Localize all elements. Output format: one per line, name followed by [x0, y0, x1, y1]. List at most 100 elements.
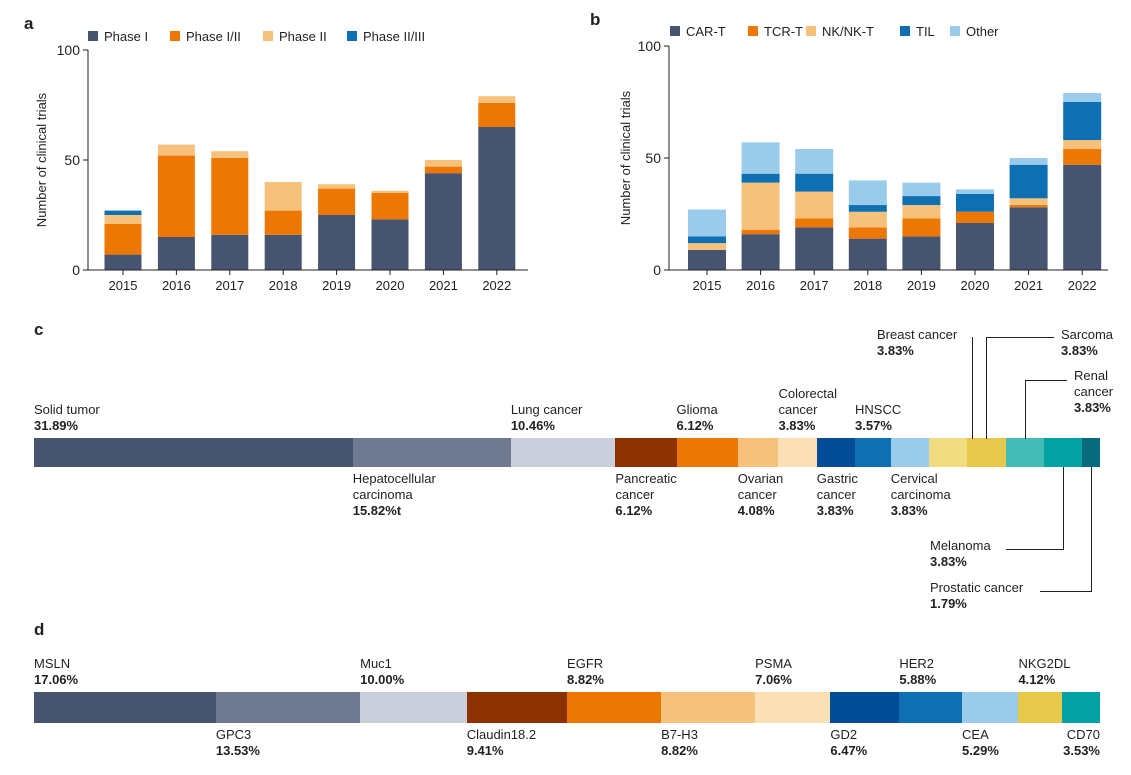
- segment-label: Pancreatic cancer 6.12%: [615, 471, 695, 519]
- segment-name: Lung cancer: [510, 402, 583, 417]
- segment-percent: 3.83%: [778, 418, 816, 433]
- segment-b7-h3: [661, 692, 756, 723]
- leader-line: [1040, 467, 1093, 592]
- segment-label: Claudin18.2 9.41%: [467, 727, 536, 759]
- segment-renal-cancer: [1005, 438, 1045, 467]
- bar-b-other-2015: [688, 209, 726, 237]
- segment-name: B7-H3: [661, 727, 698, 742]
- segment-name: HER2: [899, 656, 935, 671]
- bar-b-til-2022: [1063, 102, 1102, 141]
- x-tick-label: 2022: [482, 278, 511, 293]
- segment-name: Renal cancer: [1074, 368, 1114, 399]
- panel-label-a: a: [24, 14, 34, 33]
- y-axis-label: Number of clinical trials: [618, 90, 633, 225]
- segment-percent: 9.41%: [466, 743, 504, 758]
- segment-sarcoma: [967, 438, 1007, 467]
- x-tick-label: 2018: [269, 278, 298, 293]
- leader-line: [1024, 380, 1067, 439]
- segment-label: Melanoma 3.83%: [930, 538, 991, 570]
- segment-label: MSLN 17.06%: [34, 656, 78, 688]
- bar-a-phase-i-ii-2020: [371, 193, 409, 220]
- bar-a-phase-i-2016: [157, 237, 195, 270]
- y-tick-label: 0: [72, 262, 80, 278]
- segment-name: Colorectal cancer: [778, 386, 837, 417]
- segment-name: Pancreatic cancer: [615, 471, 677, 502]
- bar-b-nk-nk-t-2016: [741, 182, 780, 230]
- bar-b-til-2021: [1009, 164, 1048, 199]
- segment-label: Glioma 6.12%: [677, 402, 718, 434]
- bar-b-tcr-t-2020: [956, 211, 994, 223]
- segment-label: Sarcoma 3.83%: [1061, 327, 1113, 359]
- bar-a-phase-i-ii-2018: [264, 210, 302, 235]
- segment-name: NKG2DL: [1018, 656, 1071, 671]
- leader-line: [1006, 467, 1064, 550]
- segment-name: Solid tumor: [34, 402, 100, 417]
- segment-cervical-carcinoma: [890, 438, 930, 467]
- x-tick-label: 2021: [1014, 278, 1043, 293]
- panel-label-d: d: [34, 620, 45, 639]
- legend-swatch-phase-i-ii: [170, 31, 180, 41]
- segment-name: Melanoma: [930, 538, 991, 553]
- segment-percent: 5.88%: [899, 672, 937, 687]
- segment-melanoma: [1043, 438, 1083, 467]
- segment-name: Hepatocellular carcinoma: [352, 471, 436, 502]
- segment-percent: 6.12%: [676, 418, 714, 433]
- bar-b-nk-nk-t-2019: [902, 205, 941, 219]
- segment-prostatic-cancer: [1082, 438, 1101, 467]
- segment-label: HER2 5.88%: [899, 656, 936, 688]
- segment-gd2: [830, 692, 900, 723]
- x-tick-label: 2017: [800, 278, 829, 293]
- bar-b-tcr-t-2019: [902, 218, 941, 237]
- segment-label: CD70 3.53%: [1040, 727, 1100, 759]
- segment-muc1: [360, 692, 468, 723]
- segment-name: Ovarian cancer: [737, 471, 784, 502]
- segment-label: B7-H3 8.82%: [661, 727, 698, 759]
- segment-breast-cancer: [928, 438, 968, 467]
- segment-colorectal-cancer: [778, 438, 818, 467]
- segment-nkg2dl: [1018, 692, 1063, 723]
- segment-label: Gastric cancer 3.83%: [817, 471, 877, 519]
- segment-percent: 3.83%: [890, 503, 928, 518]
- segment-label: Cervical carcinoma 3.83%: [891, 471, 981, 519]
- segment-percent: 3.53%: [1063, 743, 1100, 758]
- segment-pancreatic-cancer: [615, 438, 678, 467]
- x-tick-label: 2020: [961, 278, 990, 293]
- segment-label: Hepatocellular carcinoma 15.82%t: [353, 471, 463, 519]
- bar-a-phase-i-2020: [371, 219, 409, 270]
- segment-percent: 17.06%: [34, 672, 79, 687]
- bar-a-phase-i-2017: [211, 234, 249, 270]
- x-tick-label: 2016: [162, 278, 191, 293]
- legend-label: Phase II: [279, 29, 327, 44]
- bar-a-phase-i-ii-2021: [424, 166, 462, 174]
- segment-percent: 31.89%: [34, 418, 79, 433]
- bar-a-phase-ii-2015: [104, 215, 142, 224]
- segment-percent: 3.83%: [1061, 343, 1098, 358]
- legend-label: Phase I/II: [186, 29, 241, 44]
- segment-claudin18-2: [466, 692, 568, 723]
- segment-percent: 10.00%: [360, 672, 405, 687]
- x-tick-label: 2016: [746, 278, 775, 293]
- segment-name: Glioma: [676, 402, 718, 417]
- bar-a-phase-i-2018: [264, 234, 302, 270]
- x-tick-label: 2022: [1068, 278, 1097, 293]
- segment-percent: 7.06%: [755, 672, 792, 687]
- bar-a-phase-i-ii-2016: [157, 155, 195, 237]
- bar-a-phase-i-ii-2017: [211, 157, 249, 235]
- segment-label: Ovarian cancer 4.08%: [738, 471, 798, 519]
- segment-label: Breast cancer 3.83%: [877, 327, 957, 359]
- x-tick-label: 2015: [693, 278, 722, 293]
- segment-label: Lung cancer 10.46%: [511, 402, 583, 434]
- bar-a-phase-ii-iii-2015: [104, 210, 142, 215]
- y-tick-label: 100: [638, 38, 662, 54]
- y-tick-label: 50: [645, 150, 661, 166]
- bar-b-car-t-2021: [1009, 207, 1048, 270]
- legend-swatch-phase-ii-iii: [347, 31, 357, 41]
- segment-name: GPC3: [215, 727, 252, 742]
- segment-percent: 3.83%: [877, 343, 914, 358]
- legend-swatch-tcr-t: [748, 26, 758, 36]
- bar-b-other-2019: [902, 182, 941, 197]
- bar-charts-a-b: 2015 2016 2017 2018 2019 2020 2021 2022 0 50 100 Nu…: [34, 24, 1108, 293]
- segment-percent: 6.47%: [830, 743, 868, 758]
- segment-label: EGFR 8.82%: [567, 656, 604, 688]
- x-tick-label: 2015: [109, 278, 138, 293]
